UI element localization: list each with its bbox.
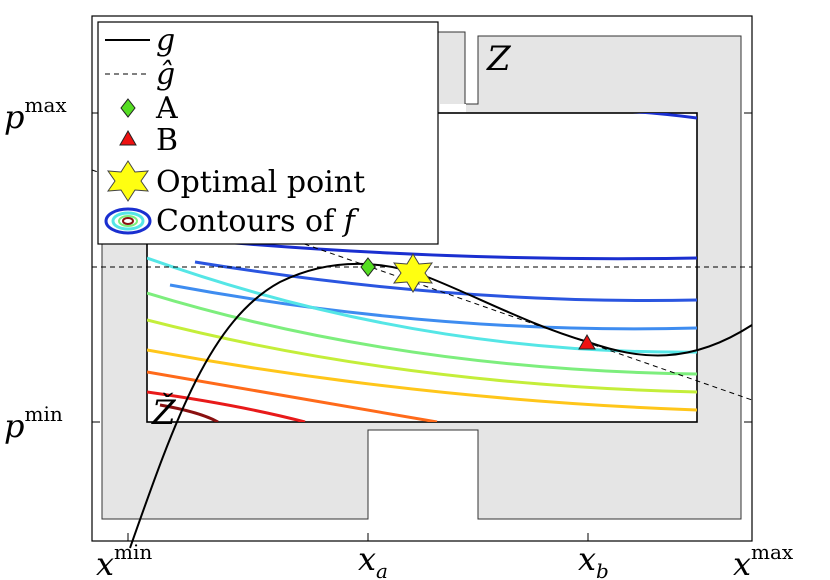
legend-a-swatch (120, 98, 136, 118)
legend-b-label: B (156, 123, 178, 158)
legend: g ĝ A B Optimal point Contours of f (97, 21, 439, 245)
ytick-pmax: pmax (4, 93, 67, 136)
contour-11 (159, 403, 219, 422)
axes-frame (91, 15, 753, 542)
point-a-marker (360, 257, 376, 277)
xtick-xmin: xmin (96, 540, 152, 580)
contour-3 (194, 260, 697, 303)
legend-contours-swatch (104, 207, 152, 235)
legend-optimal-swatch (106, 160, 150, 202)
contour-6 (147, 291, 697, 376)
legend-g-hat-label: ĝ (156, 57, 175, 92)
region-notch-gap (440, 104, 466, 113)
xtick-xb: xb (578, 540, 609, 580)
contour-9 (147, 370, 438, 422)
legend-box (97, 21, 439, 245)
contour-10 (147, 390, 306, 422)
legend-optimal-label: Optimal point (156, 165, 365, 200)
legend-b-swatch (119, 129, 137, 146)
legend-contours-label: Contours of f (156, 204, 360, 239)
region-z-check-label: Ž (151, 392, 177, 433)
xtick-xmax: xmax (733, 540, 794, 580)
contour-7 (147, 318, 697, 394)
region-z-label: Z (486, 39, 512, 79)
xtick-xa: xa (358, 540, 388, 580)
contour-4 (169, 283, 697, 331)
legend-g-label: g (156, 23, 175, 58)
contour-8 (147, 348, 697, 412)
contour-2 (234, 241, 697, 261)
legend-a-label: A (155, 91, 178, 126)
ytick-pmin: pmin (4, 402, 63, 445)
optimal-point-marker (392, 253, 434, 293)
point-b-marker (578, 333, 596, 350)
